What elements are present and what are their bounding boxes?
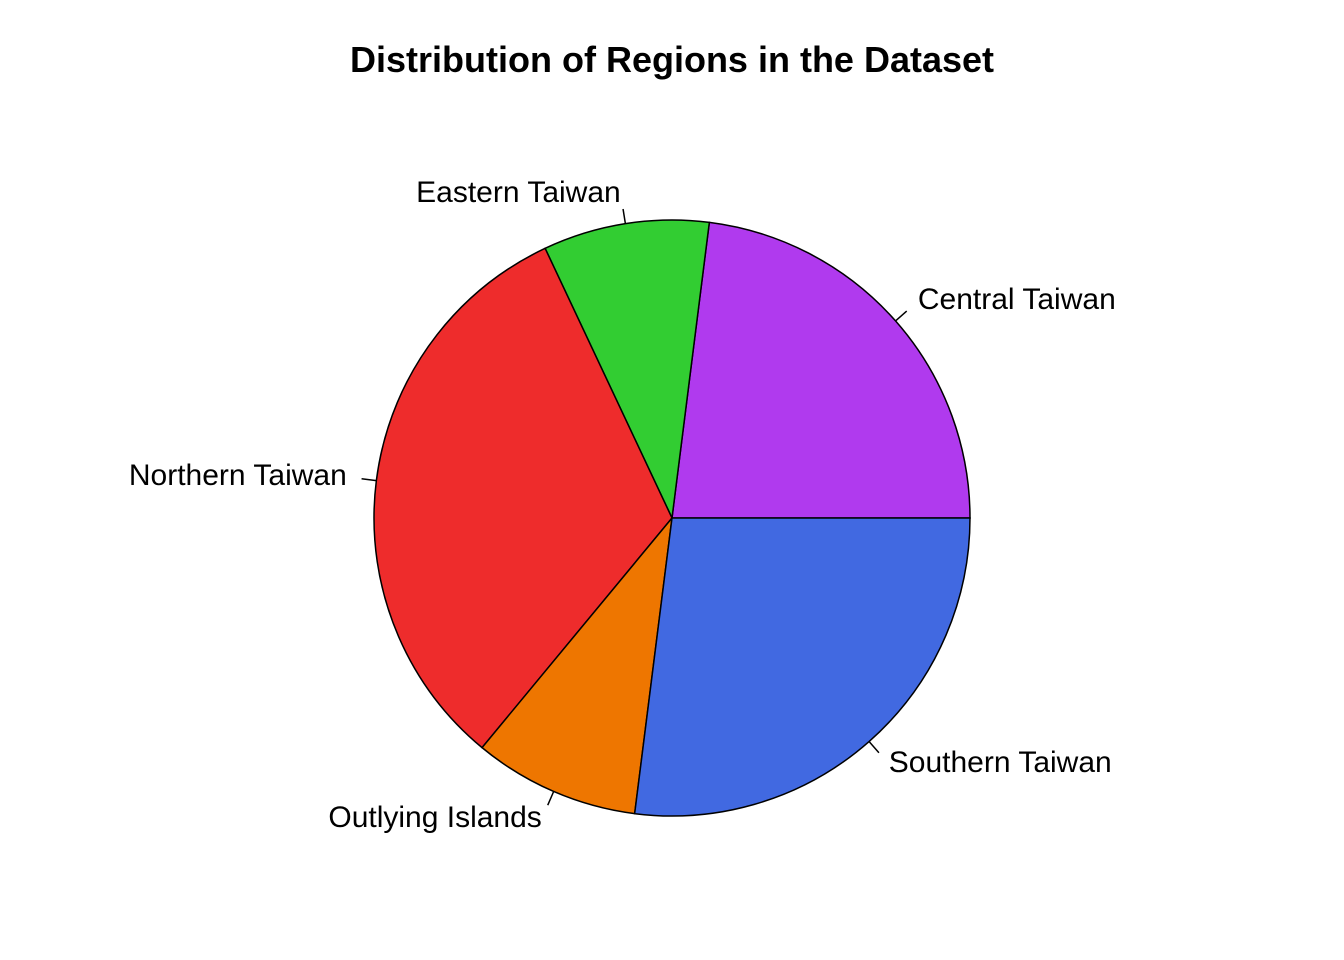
pie-slices [373,219,971,817]
slice-label: Southern Taiwan [889,746,1112,779]
leader-line [622,208,627,224]
pie-slice-central-taiwan [671,221,971,519]
slice-label: Central Taiwan [918,283,1116,316]
leader-line [361,478,377,482]
leader-line [547,791,555,806]
pie-slice-southern-taiwan [633,517,971,817]
chart-title: Distribution of Regions in the Dataset [350,39,994,80]
slice-label: Outlying Islands [328,801,541,834]
leader-line [868,741,880,754]
pie-slice-eastern-taiwan [544,219,711,521]
pie-labels: Central Taiwan Eastern Taiwan Northern Tai… [129,176,1116,834]
leader-line [895,310,908,322]
slice-label: Eastern Taiwan [416,176,621,209]
pie-slice-outlying-islands [480,515,674,815]
slice-label: Northern Taiwan [129,459,347,492]
pie-slice-northern-taiwan [373,247,673,749]
